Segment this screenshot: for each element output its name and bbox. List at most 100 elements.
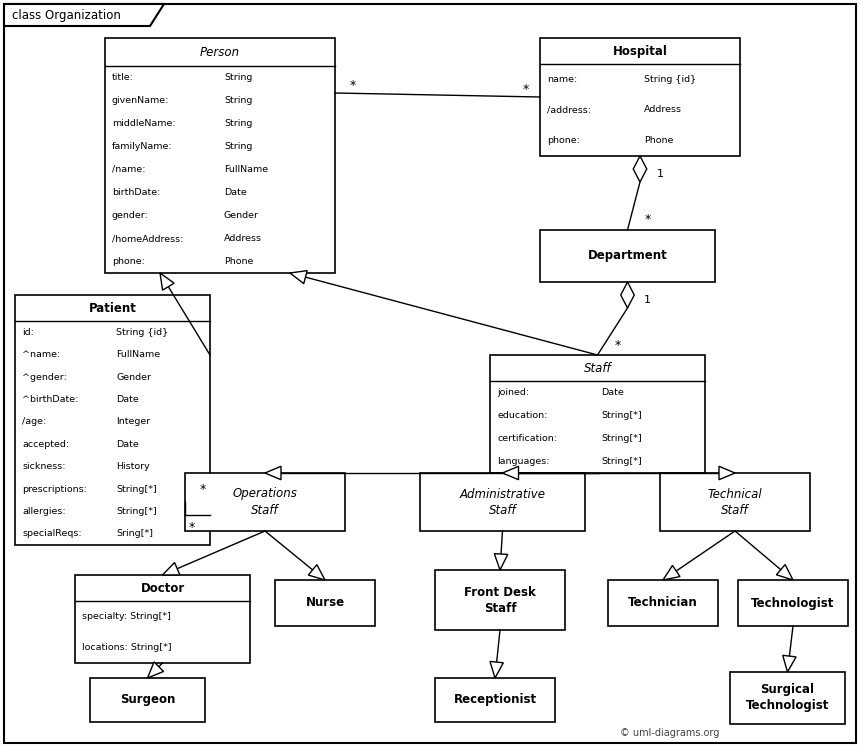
- Text: givenName:: givenName:: [112, 96, 169, 105]
- Text: Gender: Gender: [224, 211, 259, 220]
- Text: FullName: FullName: [116, 350, 161, 359]
- Polygon shape: [502, 466, 519, 480]
- Polygon shape: [163, 562, 180, 575]
- Text: 1: 1: [656, 169, 664, 179]
- Polygon shape: [783, 655, 796, 672]
- Text: /homeAddress:: /homeAddress:: [112, 234, 183, 243]
- Text: sickness:: sickness:: [22, 462, 65, 471]
- Text: Date: Date: [601, 388, 624, 397]
- Text: class Organization: class Organization: [12, 10, 121, 22]
- Text: Integer: Integer: [116, 418, 150, 427]
- Text: languages:: languages:: [497, 457, 550, 466]
- Text: Address: Address: [644, 105, 682, 114]
- Polygon shape: [777, 565, 793, 580]
- Text: *: *: [189, 521, 195, 533]
- Text: middleName:: middleName:: [112, 119, 175, 128]
- Text: joined:: joined:: [497, 388, 529, 397]
- Text: Date: Date: [224, 188, 247, 197]
- Bar: [15, 295, 210, 545]
- Bar: [105, 38, 335, 273]
- Polygon shape: [633, 156, 647, 182]
- Text: String[*]: String[*]: [116, 485, 157, 494]
- Text: © uml-diagrams.org: © uml-diagrams.org: [620, 728, 719, 738]
- Polygon shape: [290, 270, 307, 284]
- Text: specialty: String[*]: specialty: String[*]: [82, 612, 171, 621]
- Text: String[*]: String[*]: [601, 411, 642, 420]
- Text: String[*]: String[*]: [601, 434, 642, 443]
- Text: String[*]: String[*]: [601, 457, 642, 466]
- Bar: [730, 672, 845, 724]
- Text: phone:: phone:: [547, 136, 580, 145]
- Text: Operations
Staff: Operations Staff: [232, 488, 298, 516]
- Text: Gender: Gender: [116, 373, 151, 382]
- Text: Front Desk
Staff: Front Desk Staff: [464, 586, 536, 615]
- Bar: [75, 575, 250, 663]
- Text: phone:: phone:: [112, 257, 144, 266]
- Text: *: *: [614, 338, 621, 352]
- Text: Address: Address: [224, 234, 262, 243]
- Text: /address:: /address:: [547, 105, 591, 114]
- Bar: [660, 473, 810, 531]
- Text: String: String: [224, 142, 252, 151]
- Text: specialReqs:: specialReqs:: [22, 530, 82, 539]
- Text: Phone: Phone: [224, 257, 254, 266]
- Polygon shape: [148, 662, 163, 678]
- Bar: [275, 580, 375, 626]
- Text: Administrative
Staff: Administrative Staff: [459, 488, 545, 516]
- Text: *: *: [644, 214, 651, 226]
- Text: title:: title:: [112, 73, 134, 82]
- Text: name:: name:: [547, 75, 577, 84]
- Text: *: *: [350, 78, 356, 91]
- Text: /age:: /age:: [22, 418, 46, 427]
- Polygon shape: [663, 565, 680, 580]
- Text: Phone: Phone: [644, 136, 673, 145]
- Text: locations: String[*]: locations: String[*]: [82, 643, 172, 652]
- Text: prescriptions:: prescriptions:: [22, 485, 87, 494]
- Text: Date: Date: [116, 395, 139, 404]
- Bar: [540, 230, 715, 282]
- Text: String: String: [224, 96, 252, 105]
- Text: accepted:: accepted:: [22, 440, 69, 449]
- Polygon shape: [160, 273, 174, 290]
- Text: ^birthDate:: ^birthDate:: [22, 395, 78, 404]
- Text: String {id}: String {id}: [116, 328, 169, 337]
- Polygon shape: [490, 661, 503, 678]
- Text: Person: Person: [200, 46, 240, 58]
- Text: 1: 1: [644, 295, 651, 305]
- Polygon shape: [4, 4, 164, 26]
- Text: familyName:: familyName:: [112, 142, 173, 151]
- Polygon shape: [621, 282, 635, 308]
- Text: ^gender:: ^gender:: [22, 373, 67, 382]
- Text: Surgical
Technologist: Surgical Technologist: [746, 684, 829, 713]
- Text: Receptionist: Receptionist: [453, 693, 537, 707]
- Text: gender:: gender:: [112, 211, 149, 220]
- Text: education:: education:: [497, 411, 547, 420]
- Text: birthDate:: birthDate:: [112, 188, 160, 197]
- Polygon shape: [309, 565, 325, 580]
- Text: Technical
Staff: Technical Staff: [708, 488, 762, 516]
- Text: Surgeon: Surgeon: [120, 693, 175, 707]
- Bar: [90, 678, 205, 722]
- Text: Technician: Technician: [628, 597, 697, 610]
- Bar: [420, 473, 585, 531]
- Text: String: String: [224, 73, 252, 82]
- Text: *: *: [523, 82, 529, 96]
- Polygon shape: [494, 554, 507, 570]
- Text: String {id}: String {id}: [644, 75, 696, 84]
- Text: certification:: certification:: [497, 434, 557, 443]
- Text: History: History: [116, 462, 150, 471]
- Polygon shape: [265, 466, 281, 480]
- Bar: [490, 355, 705, 473]
- Bar: [738, 580, 848, 626]
- Bar: [608, 580, 718, 626]
- Polygon shape: [719, 466, 735, 480]
- Text: id:: id:: [22, 328, 34, 337]
- Text: /name:: /name:: [112, 165, 145, 174]
- Text: String: String: [224, 119, 252, 128]
- Text: Patient: Patient: [89, 302, 137, 314]
- Text: Sring[*]: Sring[*]: [116, 530, 153, 539]
- Bar: [540, 38, 740, 156]
- Bar: [435, 678, 555, 722]
- Text: Technologist: Technologist: [752, 597, 835, 610]
- Text: Department: Department: [587, 249, 667, 262]
